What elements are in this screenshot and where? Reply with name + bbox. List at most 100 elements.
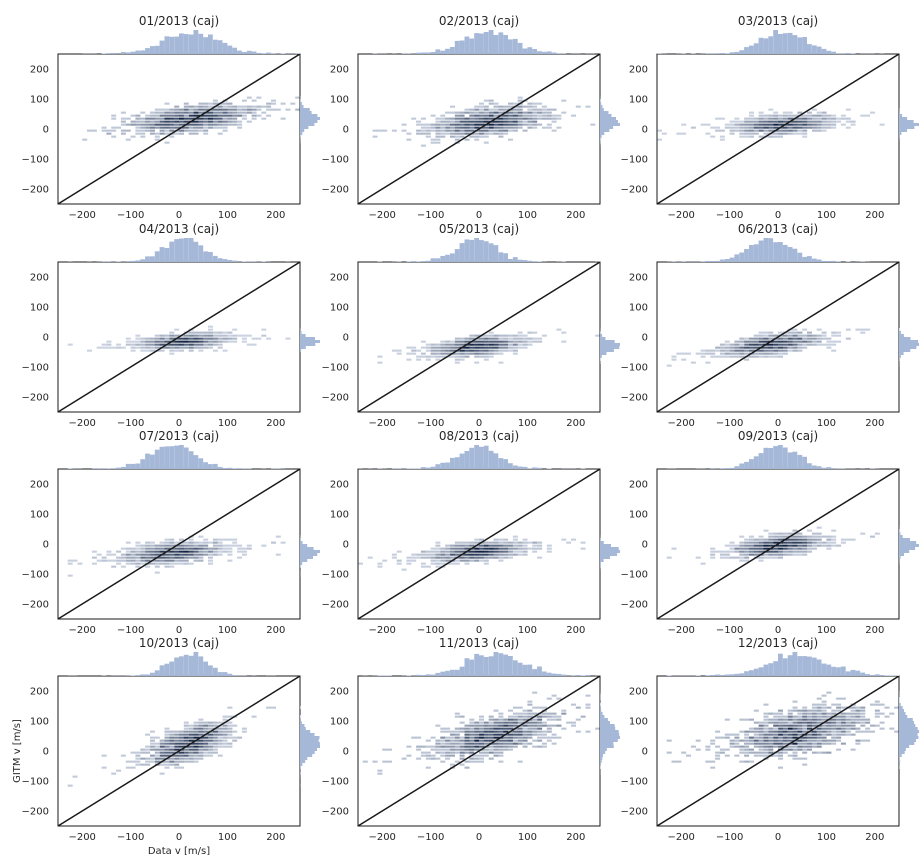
- right-histogram-bar: [899, 123, 919, 126]
- x-tick-label: 100: [817, 625, 836, 636]
- heatmap-cell: [517, 126, 523, 129]
- heatmap-cell: [724, 126, 730, 129]
- heatmap-cell: [130, 766, 136, 769]
- right-histogram-bar: [600, 706, 601, 709]
- heatmap-cell: [797, 334, 803, 337]
- heatmap-cell: [130, 760, 136, 763]
- heatmap-cell: [749, 742, 754, 745]
- heatmap-cell: [753, 550, 759, 553]
- heatmap-cell: [445, 739, 451, 742]
- top-histogram-bar: [469, 447, 475, 469]
- heatmap-cell: [797, 126, 803, 129]
- heatmap-cell: [469, 724, 475, 727]
- top-histogram-bar: [145, 453, 150, 469]
- heatmap-cell: [797, 340, 803, 343]
- heatmap-cell: [217, 541, 223, 544]
- top-histogram-bar: [749, 459, 754, 469]
- top-histogram-bar: [831, 666, 836, 676]
- right-histogram-bar: [899, 346, 917, 349]
- heatmap-cell: [787, 718, 793, 721]
- heatmap-cell: [749, 553, 754, 556]
- heatmap-cell: [753, 709, 759, 712]
- heatmap-cell: [879, 123, 885, 126]
- heatmap-cell: [135, 126, 141, 129]
- heatmap-cell: [135, 553, 141, 556]
- y-tick-label: 100: [30, 510, 49, 521]
- right-histogram-bar: [300, 556, 313, 559]
- heatmap-cell: [203, 132, 209, 135]
- heatmap-cell: [522, 553, 528, 556]
- x-tick-label: −200: [368, 625, 395, 636]
- y-tick-label: 0: [642, 540, 648, 551]
- heatmap-cell: [140, 340, 146, 343]
- heatmap-cell: [807, 535, 812, 538]
- heatmap-cell: [493, 754, 499, 757]
- x-tick-label: 100: [518, 625, 537, 636]
- heatmap-cell: [479, 105, 484, 108]
- right-histogram-bar: [899, 703, 901, 706]
- heatmap-cell: [517, 550, 523, 553]
- y-tick-label: 100: [30, 717, 49, 728]
- heatmap-cell: [512, 553, 518, 556]
- heatmap-cell: [464, 730, 470, 733]
- top-histogram-bar: [130, 463, 136, 469]
- heatmap-cell: [836, 340, 842, 343]
- reference-line: [357, 468, 601, 620]
- heatmap-cell: [821, 700, 827, 703]
- heatmap-cell: [125, 117, 131, 120]
- heatmap-cell: [508, 111, 513, 114]
- heatmap-cell: [430, 745, 436, 748]
- heatmap-cell: [130, 349, 136, 352]
- right-histogram-bar: [300, 754, 313, 757]
- heatmap-cell: [217, 346, 223, 349]
- y-tick-label: −200: [621, 600, 648, 611]
- heatmap-cell: [459, 550, 465, 553]
- heatmap-cell: [435, 141, 441, 144]
- heatmap-cell: [782, 544, 788, 547]
- y-tick-label: −100: [621, 570, 648, 581]
- heatmap-cell: [183, 129, 189, 132]
- heatmap-cell: [734, 349, 740, 352]
- panel-title: 07/2013 (caj): [139, 429, 219, 443]
- heatmap-cell: [710, 739, 716, 742]
- heatmap-cell: [773, 736, 779, 739]
- heatmap-cell: [241, 550, 247, 553]
- heatmap-cell: [855, 706, 861, 709]
- heatmap-cell: [237, 111, 243, 114]
- top-histogram-bar: [787, 655, 793, 676]
- right-histogram-bar: [300, 108, 310, 111]
- heatmap-cell: [212, 751, 218, 754]
- heatmap-cell: [150, 120, 155, 123]
- heatmap-cell: [479, 760, 484, 763]
- heatmap-cell: [203, 727, 209, 730]
- heatmap-cell: [445, 126, 451, 129]
- top-histogram-bar: [831, 51, 836, 54]
- heatmap-cell: [488, 727, 494, 730]
- heatmap-cell: [474, 721, 480, 724]
- heatmap-cell: [198, 733, 204, 736]
- heatmap-cell: [150, 541, 155, 544]
- heatmap-cell: [744, 544, 750, 547]
- heatmap-cell: [753, 739, 759, 742]
- heatmap-cell: [203, 337, 209, 340]
- heatmap-cell: [193, 108, 199, 111]
- heatmap-cell: [512, 340, 518, 343]
- heatmap-cell: [734, 346, 740, 349]
- heatmap-cell: [135, 120, 141, 123]
- heatmap-cell: [459, 715, 465, 718]
- heatmap-cell: [246, 111, 252, 114]
- heatmap-cell: [724, 352, 730, 355]
- heatmap-cell: [874, 724, 880, 727]
- heatmap-cell: [527, 102, 533, 105]
- heatmap-cell: [744, 742, 750, 745]
- heatmap-cell: [787, 114, 793, 117]
- heatmap-cell: [183, 126, 189, 129]
- heatmap-cell: [150, 739, 155, 742]
- heatmap-cell: [811, 709, 817, 712]
- heatmap-cell: [816, 114, 822, 117]
- heatmap-cell: [797, 724, 803, 727]
- heatmap-cell: [498, 340, 504, 343]
- heatmap-cell: [174, 766, 180, 769]
- heatmap-cell: [183, 120, 189, 123]
- heatmap-cell: [773, 712, 779, 715]
